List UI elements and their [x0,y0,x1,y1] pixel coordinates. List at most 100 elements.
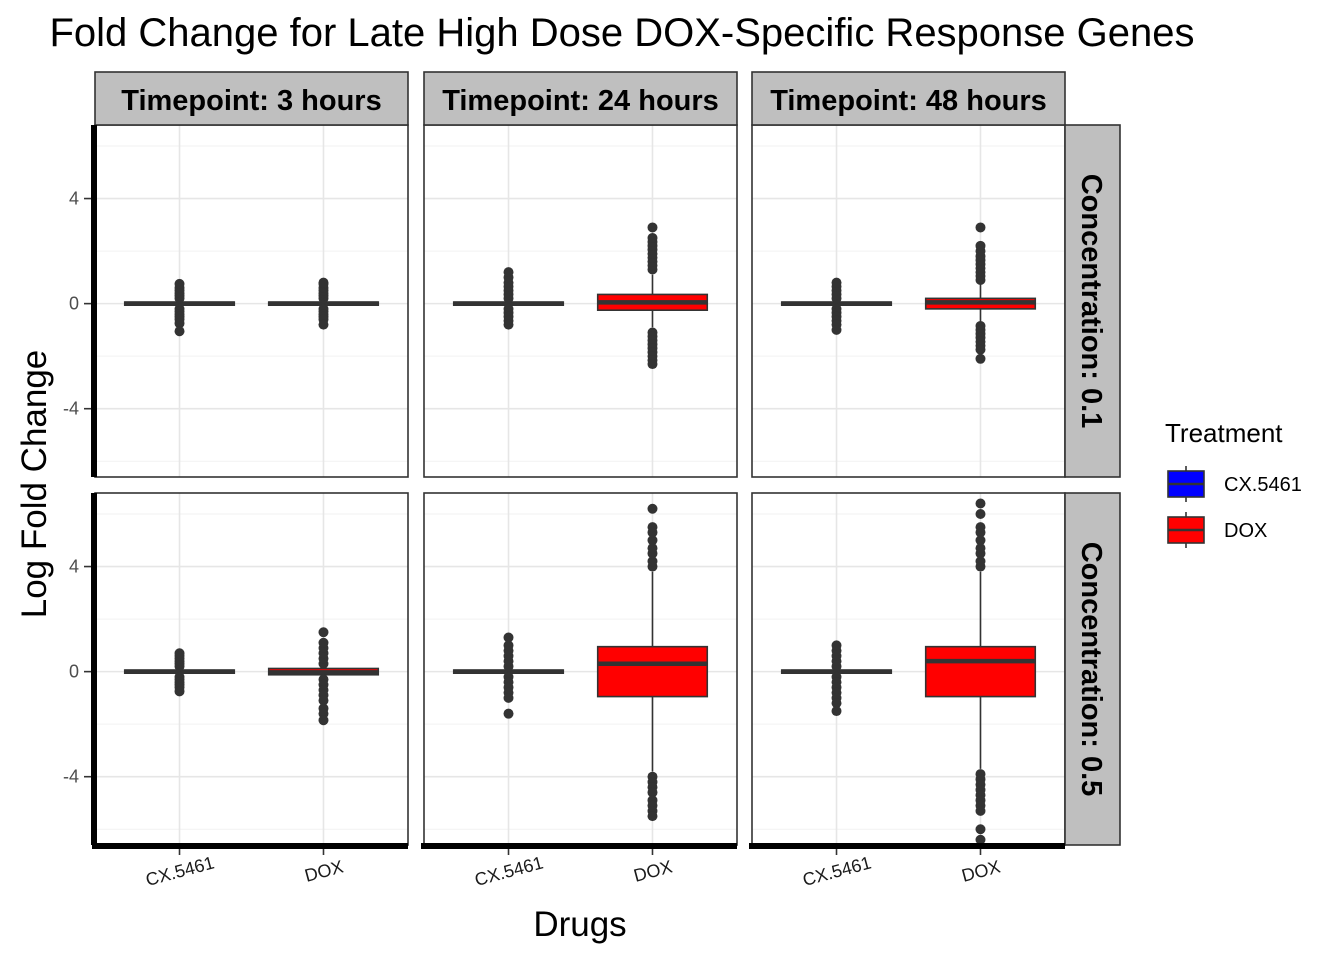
x-axis-title: Drugs [533,905,626,944]
strip-background [1064,492,1121,846]
outlier-point [318,715,329,726]
strip-top-1: Timepoint: 24 hours [423,71,738,126]
x-tick-label: CX.5461 [473,852,546,889]
outlier-point [174,686,185,697]
outlier-point [975,344,986,355]
strip-label: Concentration: 0.5 [1075,542,1107,797]
outlier-point [318,277,329,288]
box-dox-r0-c1 [596,222,709,370]
facet-panels [94,124,1066,846]
y-axis-title: Log Fold Change [15,350,54,619]
box-dox-r1-c0 [267,627,380,726]
box-cx5461-r0-c0 [123,278,236,337]
strip-background [94,71,409,126]
strip-background [423,71,738,126]
panel-r0-c0 [94,124,409,478]
outlier-point [975,805,986,816]
strip-label: Timepoint: 24 hours [442,85,719,117]
outlier-point [647,503,658,514]
strip-background [1064,124,1121,478]
outlier-point [647,359,658,370]
outlier-point [647,811,658,822]
box-dox-r1-c2 [924,498,1037,845]
box-cx5461-r1-c2 [780,640,893,717]
outlier-point [975,509,986,520]
outlier-point [174,648,185,659]
y-tick-label: 4 [69,557,79,577]
y-tick-label: 4 [69,189,79,209]
outlier-point [647,222,658,233]
outlier-point [975,240,986,251]
y-tick-label: -4 [63,767,79,787]
panel-r0-c2 [751,124,1066,478]
chart-title: Fold Change for Late High Dose DOX-Speci… [49,11,1194,55]
outlier-point [503,640,514,651]
strip-label: Concentration: 0.1 [1075,174,1107,429]
outlier-point [503,708,514,719]
outlier-point [503,267,514,278]
x-tick-label: DOX [632,856,675,885]
box-cx5461-r1-c0 [123,648,236,697]
legend: Treatment CX.5461 DOX [1165,418,1302,548]
outlier-point [174,278,185,289]
panel-r1-c2 [751,492,1066,846]
outlier-point [174,318,185,329]
outlier-point [647,787,658,798]
legend-label: DOX [1224,520,1267,542]
legend-title: Treatment [1165,418,1283,448]
outlier-point [975,522,986,533]
outlier-point [975,543,986,554]
axes: 4 0 -4 4 0 -4 CX.5461 DOX CX.5461 DOX CX.5461 DOX [63,125,1065,890]
panel-r1-c1 [423,492,738,846]
strip-right-1: Concentration: 0.5 [1064,492,1121,846]
legend-item-dox: DOX [1167,512,1267,548]
box-dox-r0-c0 [267,277,380,330]
outlier-point [318,627,329,638]
strip-top-0: Timepoint: 3 hours [94,71,409,126]
outlier-point [831,640,842,651]
y-tick-label: 0 [69,662,79,682]
box-dox-r0-c2 [924,222,1037,364]
panel-r0-c1 [423,124,738,478]
facet-strips: Timepoint: 3 hours Timepoint: 24 hours Tim… [94,71,1121,846]
strip-background [751,71,1066,126]
outlier-point [975,824,986,835]
x-tick-label: DOX [303,856,346,885]
outlier-point [831,324,842,335]
legend-label: CX.5461 [1224,474,1302,496]
outlier-point [831,277,842,288]
outlier-point [318,637,329,648]
outlier-point [975,353,986,364]
panel-background [95,125,408,477]
y-tick-label: -4 [63,399,79,419]
outlier-point [975,556,986,567]
strip-top-2: Timepoint: 48 hours [751,71,1066,126]
outlier-point [318,319,329,330]
x-tick-label: CX.5461 [801,852,874,889]
outlier-point [975,535,986,546]
panel-r1-c0 [94,492,409,846]
outlier-point [647,556,658,567]
x-tick-label: CX.5461 [144,852,217,889]
outlier-point [503,692,514,703]
outlier-point [503,319,514,330]
outlier-point [503,632,514,643]
x-tick-label: DOX [960,856,1003,885]
outlier-point [975,834,986,845]
outlier-point [647,522,658,533]
outlier-point [647,543,658,554]
outlier-point [975,498,986,509]
outlier-point [975,222,986,233]
outlier-point [647,232,658,243]
y-tick-label: 0 [69,294,79,314]
outlier-point [174,326,185,337]
box-dox-r1-c1 [596,503,709,822]
box-cx5461-r1-c1 [452,632,565,719]
strip-right-0: Concentration: 0.1 [1064,124,1121,478]
outlier-point [831,698,842,709]
outlier-point [318,695,329,706]
strip-label: Timepoint: 48 hours [770,85,1047,117]
outlier-point [647,535,658,546]
box-body [924,645,1037,698]
